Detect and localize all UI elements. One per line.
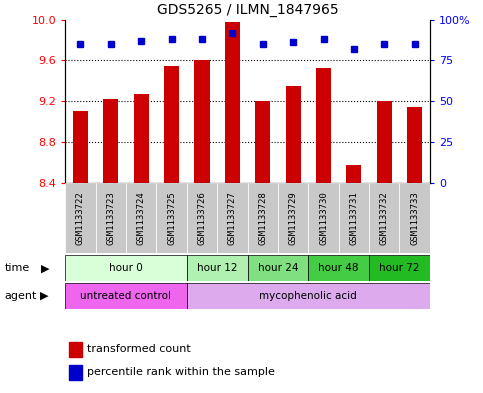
Title: GDS5265 / ILMN_1847965: GDS5265 / ILMN_1847965 — [156, 3, 339, 17]
Bar — [65, 283, 187, 309]
Bar — [369, 183, 399, 253]
Text: GSM1133731: GSM1133731 — [349, 191, 358, 245]
Text: percentile rank within the sample: percentile rank within the sample — [87, 367, 275, 377]
Bar — [69, 365, 82, 380]
Bar — [126, 183, 156, 253]
Bar — [308, 183, 339, 253]
Text: hour 72: hour 72 — [379, 263, 420, 273]
Text: GSM1133729: GSM1133729 — [289, 191, 298, 245]
Bar — [285, 86, 301, 183]
Text: hour 48: hour 48 — [318, 263, 359, 273]
Text: GSM1133728: GSM1133728 — [258, 191, 267, 245]
Text: GSM1133726: GSM1133726 — [198, 191, 206, 245]
Text: untreated control: untreated control — [81, 291, 171, 301]
Bar — [316, 68, 331, 183]
Bar — [134, 94, 149, 183]
Text: GSM1133724: GSM1133724 — [137, 191, 146, 245]
Bar — [65, 183, 96, 253]
Bar — [73, 111, 88, 183]
Bar — [278, 183, 308, 253]
Bar — [164, 66, 179, 183]
Text: GSM1133727: GSM1133727 — [228, 191, 237, 245]
Bar — [225, 22, 240, 183]
Text: GSM1133722: GSM1133722 — [76, 191, 85, 245]
Text: GSM1133725: GSM1133725 — [167, 191, 176, 245]
Bar — [248, 255, 308, 281]
Text: hour 24: hour 24 — [257, 263, 298, 273]
Bar — [346, 165, 361, 183]
Text: transformed count: transformed count — [87, 344, 191, 354]
Bar — [156, 183, 187, 253]
Text: GSM1133730: GSM1133730 — [319, 191, 328, 245]
Text: hour 12: hour 12 — [197, 263, 238, 273]
Bar — [248, 183, 278, 253]
Bar — [69, 342, 82, 357]
Text: GSM1133733: GSM1133733 — [410, 191, 419, 245]
Bar — [187, 283, 430, 309]
Text: mycophenolic acid: mycophenolic acid — [259, 291, 357, 301]
Bar — [407, 107, 422, 183]
Bar — [308, 255, 369, 281]
Bar — [217, 183, 248, 253]
Bar — [339, 183, 369, 253]
Bar — [187, 183, 217, 253]
Text: agent: agent — [5, 291, 37, 301]
Bar — [377, 101, 392, 183]
Text: time: time — [5, 263, 30, 273]
Bar — [369, 255, 430, 281]
Bar — [96, 183, 126, 253]
Text: hour 0: hour 0 — [109, 263, 143, 273]
Bar — [103, 99, 118, 183]
Text: ▶: ▶ — [41, 263, 50, 273]
Bar — [194, 61, 210, 183]
Bar — [187, 255, 248, 281]
Bar — [255, 101, 270, 183]
Bar — [399, 183, 430, 253]
Bar — [65, 255, 187, 281]
Text: GSM1133723: GSM1133723 — [106, 191, 115, 245]
Text: GSM1133732: GSM1133732 — [380, 191, 389, 245]
Text: ▶: ▶ — [40, 291, 48, 301]
